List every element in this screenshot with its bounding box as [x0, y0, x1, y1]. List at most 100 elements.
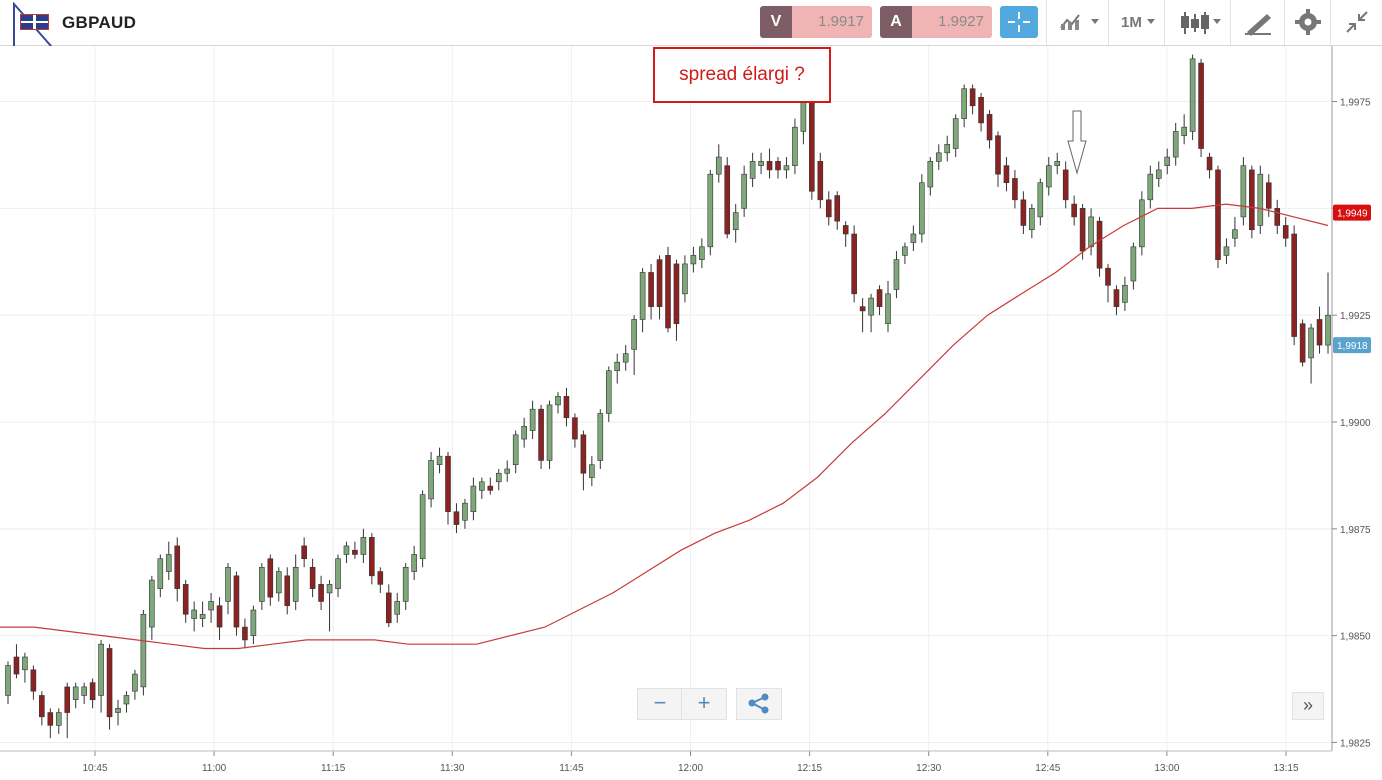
candle-body	[301, 545, 307, 560]
candle-body	[411, 554, 417, 572]
y-tick-label: 1,9975	[1340, 98, 1371, 109]
y-tick-label: 1,9850	[1340, 632, 1371, 643]
candle-body	[512, 434, 519, 466]
candle-body	[267, 558, 274, 598]
x-tick-label: 10:45	[82, 763, 107, 774]
candle-body	[597, 413, 604, 461]
candle-body	[1079, 208, 1086, 252]
x-tick-label: 12:30	[916, 763, 941, 774]
candle-body	[1189, 58, 1196, 132]
candle-body	[521, 425, 527, 440]
candle-body	[174, 545, 181, 589]
candle-body	[665, 255, 671, 329]
settings-button[interactable]	[1284, 0, 1331, 45]
crosshair-icon	[1008, 12, 1030, 32]
scroll-to-latest-button[interactable]: »	[1292, 692, 1324, 720]
indicators-button[interactable]	[1046, 0, 1109, 45]
candle-body	[978, 96, 984, 124]
candle-body	[944, 143, 951, 154]
buy-button[interactable]: A 1.9927	[880, 6, 992, 38]
drawing-tools-button[interactable]	[1230, 0, 1285, 45]
candle-body	[495, 472, 502, 483]
candle-body	[385, 592, 392, 624]
candle-body	[453, 511, 460, 525]
candle-body	[479, 481, 485, 491]
candlestick-icon	[1181, 12, 1221, 34]
y-tick-label: 1,9875	[1340, 525, 1371, 536]
candle-body	[766, 161, 773, 171]
candle-body	[292, 566, 299, 602]
candle-body	[1265, 182, 1272, 209]
chevron-down-icon	[1147, 19, 1155, 24]
candle-body	[809, 96, 815, 192]
candle-body	[1232, 229, 1238, 239]
candle-body	[157, 558, 164, 589]
candle-body	[1249, 169, 1255, 231]
down-arrow-icon	[1067, 110, 1087, 175]
candle-body	[952, 118, 959, 149]
candle-body	[673, 263, 680, 325]
candle-body	[1172, 131, 1179, 158]
chevron-down-icon	[1091, 19, 1099, 24]
candle-body	[851, 233, 857, 295]
australia-flag-icon	[20, 14, 49, 30]
candle-body	[902, 246, 908, 256]
price-chart[interactable]: 1,99751,99501,99251,99001,98751,98501,98…	[0, 46, 1382, 780]
candle-body	[1062, 169, 1069, 201]
zoom-in-button[interactable]: +	[681, 688, 727, 720]
candle-body	[132, 673, 138, 692]
candle-body	[1122, 284, 1128, 303]
zoom-out-button[interactable]: −	[637, 688, 683, 720]
candle-body	[428, 460, 434, 500]
candle-body	[1181, 126, 1187, 137]
candle-body	[216, 605, 223, 628]
instrument-symbol: GBPAUD	[62, 13, 137, 32]
candle-body	[969, 88, 976, 107]
candle-body	[462, 502, 468, 521]
timeframe-dropdown[interactable]: 1M	[1108, 0, 1165, 45]
candle-body	[825, 199, 832, 218]
candle-body	[555, 396, 561, 406]
candle-body	[352, 549, 358, 555]
share-button[interactable]	[736, 688, 782, 720]
candle-body	[343, 545, 350, 555]
candle-body	[656, 259, 663, 307]
candle-body	[1105, 267, 1111, 286]
candle-body	[115, 707, 121, 713]
candle-body	[326, 584, 333, 594]
candle-body	[1198, 62, 1204, 149]
candle-body	[123, 695, 130, 705]
candle-body	[749, 161, 756, 179]
candle-body	[5, 665, 11, 696]
candle-body	[470, 485, 477, 513]
candle-body	[436, 455, 443, 466]
crosshair-button[interactable]	[1000, 6, 1038, 38]
chart-type-button[interactable]	[1164, 0, 1231, 45]
collapse-chart-button[interactable]	[1330, 0, 1382, 45]
candle-body	[55, 712, 62, 726]
sell-button[interactable]: V 1.9917	[760, 6, 872, 38]
buy-price: 1.9927	[912, 6, 992, 38]
candle-body	[369, 537, 375, 577]
candle-body	[1274, 208, 1281, 226]
candle-body	[64, 686, 71, 713]
candle-body	[1308, 327, 1314, 359]
candle-body	[419, 494, 426, 560]
candle-body	[834, 195, 841, 222]
candle-body	[233, 575, 240, 628]
candle-body	[89, 682, 96, 701]
x-tick-label: 12:00	[678, 763, 703, 774]
gear-icon	[1295, 9, 1321, 35]
indicators-icon	[1060, 14, 1099, 30]
candle-body	[309, 566, 316, 589]
candle-body	[1020, 199, 1027, 226]
candle-body	[690, 255, 697, 265]
x-tick-label: 11:15	[321, 763, 346, 774]
candle-body	[648, 272, 654, 307]
candle-body	[1240, 165, 1247, 218]
candles-group	[5, 54, 1331, 739]
candle-body	[1147, 173, 1154, 201]
timeframe-label: 1M	[1121, 14, 1142, 31]
candle-body	[1012, 178, 1018, 201]
x-tick-label: 12:45	[1035, 763, 1060, 774]
